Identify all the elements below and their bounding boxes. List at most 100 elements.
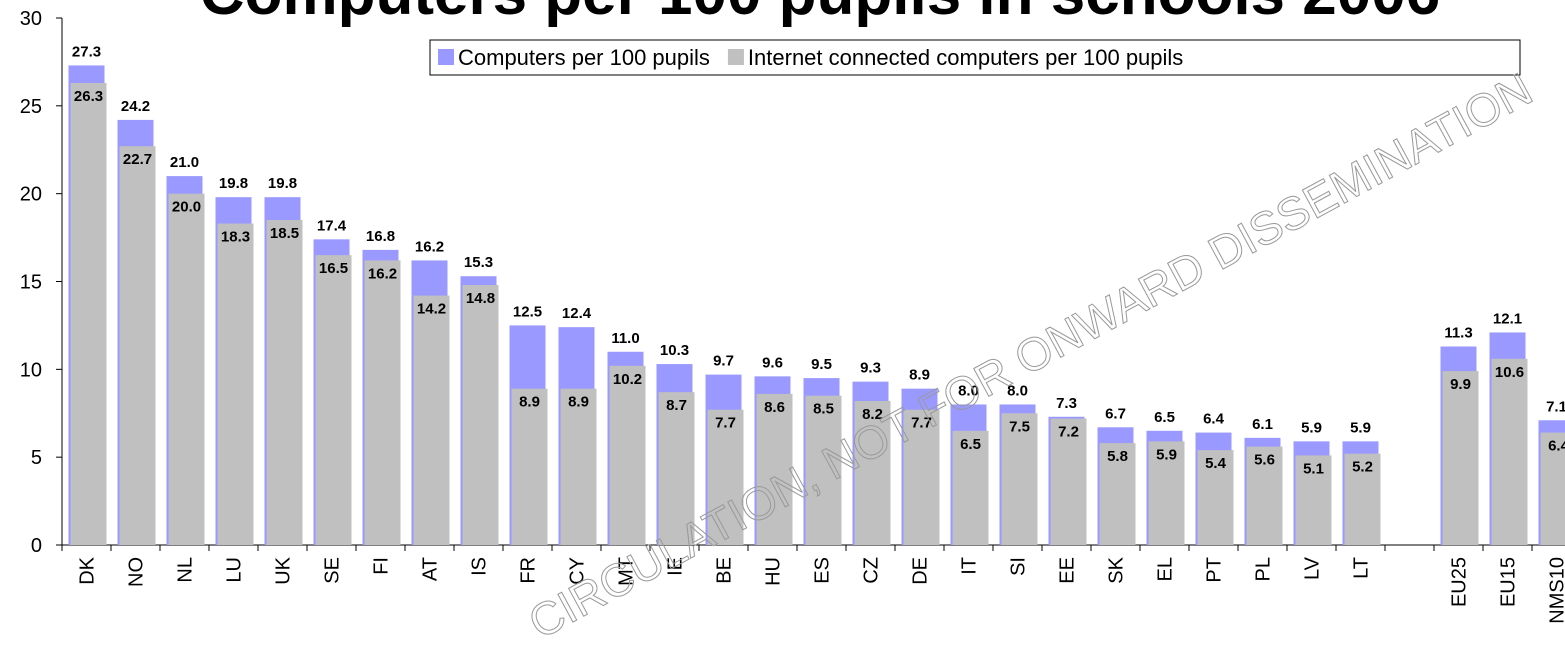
bar	[903, 409, 940, 545]
x-tick-label: IE	[665, 557, 687, 576]
x-tick-label: IT	[959, 557, 981, 575]
x-tick-label: CY	[567, 557, 589, 585]
value-label: 22.7	[123, 151, 152, 168]
bar	[854, 400, 891, 545]
value-label: 16.8	[366, 228, 395, 245]
x-tick-label: DK	[77, 556, 99, 584]
x-tick-label: NL	[175, 557, 197, 583]
value-label: 6.4	[1548, 438, 1565, 455]
value-label: 8.5	[813, 401, 834, 418]
legend-swatch	[438, 49, 454, 65]
y-tick-label: 0	[31, 535, 42, 557]
x-tick-label: CZ	[861, 557, 883, 584]
value-label: 8.9	[519, 394, 540, 411]
value-label: 6.1	[1252, 416, 1273, 433]
value-label: 8.0	[958, 382, 979, 399]
value-label: 17.4	[317, 217, 347, 234]
x-tick-label: PL	[1253, 557, 1275, 581]
value-label: 5.2	[1352, 459, 1373, 476]
bar	[70, 82, 107, 545]
x-tick-label: ES	[812, 557, 834, 584]
value-label: 5.9	[1156, 446, 1177, 463]
value-label: 7.7	[715, 415, 736, 432]
value-label: 12.4	[562, 305, 592, 322]
bar	[756, 393, 793, 545]
legend-label: Computers per 100 pupils	[458, 45, 710, 70]
bar	[1197, 450, 1234, 545]
bar	[805, 395, 842, 545]
x-tick-label: EU15	[1498, 557, 1520, 607]
bar	[1295, 455, 1332, 545]
bar	[413, 295, 450, 545]
bar	[462, 285, 499, 545]
bar	[364, 260, 401, 545]
value-label: 5.6	[1254, 452, 1275, 469]
value-label: 9.7	[713, 353, 734, 370]
value-label: 18.3	[221, 229, 250, 246]
value-label: 9.5	[811, 356, 832, 373]
value-label: 6.5	[960, 436, 981, 453]
x-tick-label: NMS10	[1547, 557, 1565, 624]
value-label: 8.9	[909, 367, 930, 384]
y-tick-label: 20	[20, 184, 42, 206]
legend-label: Internet connected computers per 100 pup…	[748, 45, 1183, 70]
x-tick-label: EU25	[1449, 557, 1471, 607]
x-tick-label: MT	[616, 557, 638, 586]
x-tick-label: PT	[1204, 557, 1226, 583]
x-tick-label: AT	[420, 557, 442, 581]
value-label: 20.0	[172, 199, 201, 216]
x-tick-label: SI	[1008, 557, 1030, 576]
value-label: 21.0	[170, 154, 199, 171]
value-label: 27.3	[72, 43, 101, 60]
bar	[1001, 413, 1038, 545]
value-label: 12.1	[1493, 310, 1522, 327]
value-label: 7.1	[1546, 398, 1565, 415]
value-label: 8.7	[666, 397, 687, 414]
value-label: 8.0	[1007, 382, 1028, 399]
value-label: 7.5	[1009, 418, 1030, 435]
y-tick-label: 5	[31, 447, 42, 469]
value-label: 12.5	[513, 303, 542, 320]
bar	[1246, 446, 1283, 545]
bar	[952, 430, 989, 545]
value-label: 11.3	[1444, 324, 1472, 341]
chart-title: Computers per 100 pupils in schools 2006	[200, 0, 1440, 28]
x-tick-label: FR	[518, 557, 540, 584]
bar	[168, 193, 205, 545]
value-label: 10.2	[613, 371, 642, 388]
bar	[658, 392, 695, 545]
x-tick-label: LU	[224, 557, 246, 583]
value-label: 5.8	[1107, 448, 1128, 465]
value-label: 14.8	[466, 290, 495, 307]
value-label: 6.4	[1203, 411, 1225, 428]
y-tick-label: 15	[20, 272, 42, 294]
x-tick-label: IS	[469, 557, 491, 576]
bar	[1099, 443, 1136, 545]
value-label: 7.3	[1056, 395, 1077, 412]
x-tick-label: SE	[322, 557, 344, 584]
bar	[1344, 453, 1381, 545]
y-tick-label: 10	[20, 359, 42, 381]
bar	[560, 388, 597, 545]
value-label: 18.5	[270, 225, 299, 242]
bar	[266, 220, 303, 545]
legend-box	[429, 39, 1521, 76]
x-tick-label: FI	[371, 557, 393, 575]
bar	[315, 255, 352, 545]
x-tick-label: HU	[763, 557, 785, 586]
value-label: 5.1	[1303, 460, 1324, 477]
bar	[1050, 418, 1087, 545]
value-label: 5.9	[1301, 419, 1322, 436]
x-tick-label: NO	[126, 557, 148, 587]
bar	[1442, 371, 1479, 545]
value-label: 19.8	[268, 175, 297, 192]
bar	[217, 223, 254, 545]
bar	[609, 365, 646, 545]
bar	[511, 388, 548, 545]
value-label: 7.7	[911, 415, 932, 432]
value-label: 9.6	[762, 354, 783, 371]
value-label: 26.3	[74, 88, 103, 105]
value-label: 6.5	[1154, 409, 1175, 426]
legend-swatch	[727, 49, 744, 65]
